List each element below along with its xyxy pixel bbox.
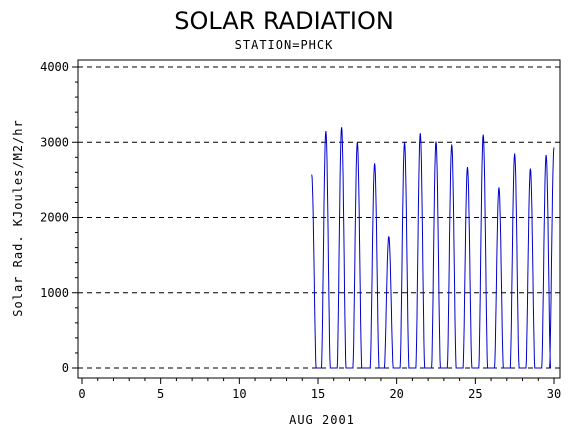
chart-subtitle: STATION=PHCK	[235, 38, 334, 52]
x-axis: 0 5 10 15 20 25 30	[78, 378, 561, 401]
y-tick-label: 4000	[40, 60, 69, 74]
y-tick-label: 3000	[40, 135, 69, 149]
plot-frame	[77, 59, 561, 379]
x-tick-label: 15	[311, 387, 325, 401]
x-tick-label: 0	[78, 387, 85, 401]
x-axis-label: AUG 2001	[289, 413, 355, 427]
y-tick-label: 0	[62, 361, 69, 375]
x-tick-label: 25	[468, 387, 482, 401]
series-line	[311, 127, 555, 369]
series-group	[311, 127, 555, 369]
chart-title: SOLAR RADIATION	[174, 7, 394, 35]
y-tick-label: 2000	[40, 211, 69, 225]
x-tick-label: 10	[232, 387, 246, 401]
x-tick-label: 20	[389, 387, 403, 401]
y-tick-label: 1000	[40, 286, 69, 300]
y-axis: 0 1000 2000 3000 4000	[40, 60, 78, 375]
y-axis-label: Solar Rad. KJoules/M2/hr	[11, 119, 25, 316]
x-tick-label: 5	[157, 387, 164, 401]
x-tick-label: 30	[547, 387, 561, 401]
gridlines	[78, 66, 560, 369]
